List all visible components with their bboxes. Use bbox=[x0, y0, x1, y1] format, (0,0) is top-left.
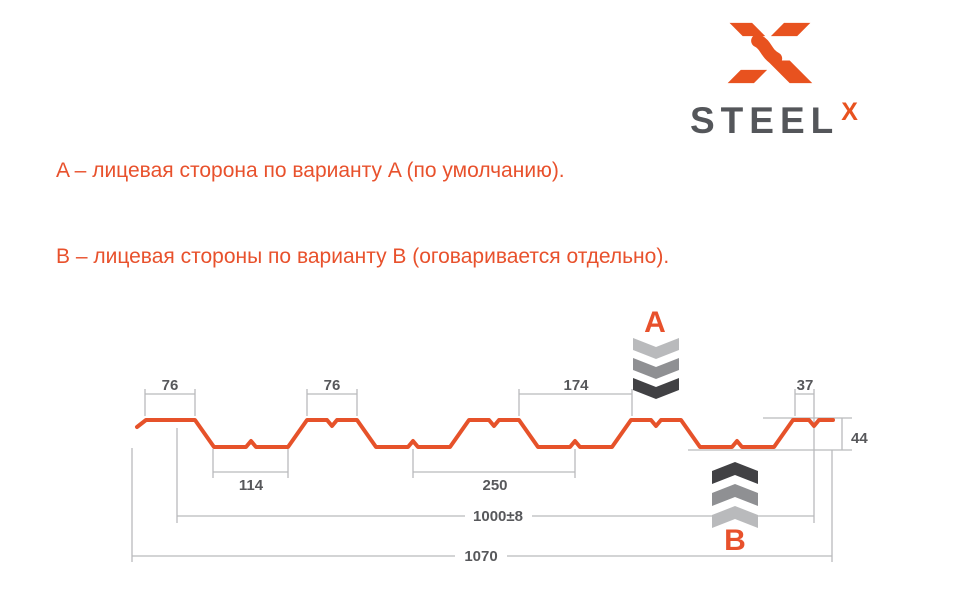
brand-wordmark: STEELX bbox=[690, 98, 858, 142]
dim-crest-gap: 174 bbox=[563, 377, 589, 394]
dim-edge-rib: 37 bbox=[797, 377, 814, 394]
profile-sheet-outline bbox=[135, 418, 835, 449]
chevron-down-icon bbox=[633, 338, 679, 359]
chevron-up-icon bbox=[712, 462, 758, 484]
dim-pitch: 250 bbox=[482, 477, 507, 494]
chevron-down-icon bbox=[633, 358, 679, 379]
dimension-labels: 76 76 174 37 114 250 1000±8 1070 44 bbox=[162, 377, 869, 565]
logo-piece-bottom-left bbox=[727, 69, 768, 84]
marker-a-letter: A bbox=[644, 306, 666, 339]
brand-x-icon bbox=[727, 22, 813, 84]
chevron-up-icon bbox=[712, 506, 758, 528]
logo-piece-middle-link bbox=[751, 34, 783, 66]
brand-name: STEEL bbox=[690, 100, 840, 141]
logo-piece-bottom-right bbox=[767, 60, 813, 84]
chevron-up-icon bbox=[712, 484, 758, 506]
dim-cover-width: 1000±8 bbox=[473, 508, 523, 525]
dimension-lines bbox=[131, 389, 852, 562]
legend-line-variant-a: A – лицевая сторона по варианту A (по ум… bbox=[56, 159, 565, 182]
chevron-down-icon bbox=[633, 378, 679, 399]
marker-b-letter: B bbox=[724, 524, 746, 557]
dim-crest1: 76 bbox=[162, 377, 179, 394]
dim-valley: 114 bbox=[239, 477, 264, 494]
marker-b: B bbox=[712, 462, 758, 557]
legend-line-variant-b: B – лицевая стороны по варианту B (огова… bbox=[56, 245, 670, 268]
dim-height: 44 bbox=[851, 430, 868, 447]
marker-a: A bbox=[633, 306, 679, 399]
logo-piece-top-right bbox=[770, 22, 811, 37]
dim-crest2: 76 bbox=[324, 377, 341, 394]
dim-overall-width: 1070 bbox=[464, 548, 497, 565]
brand-sup-x: X bbox=[841, 98, 858, 126]
logo-piece-top-left bbox=[729, 22, 766, 37]
